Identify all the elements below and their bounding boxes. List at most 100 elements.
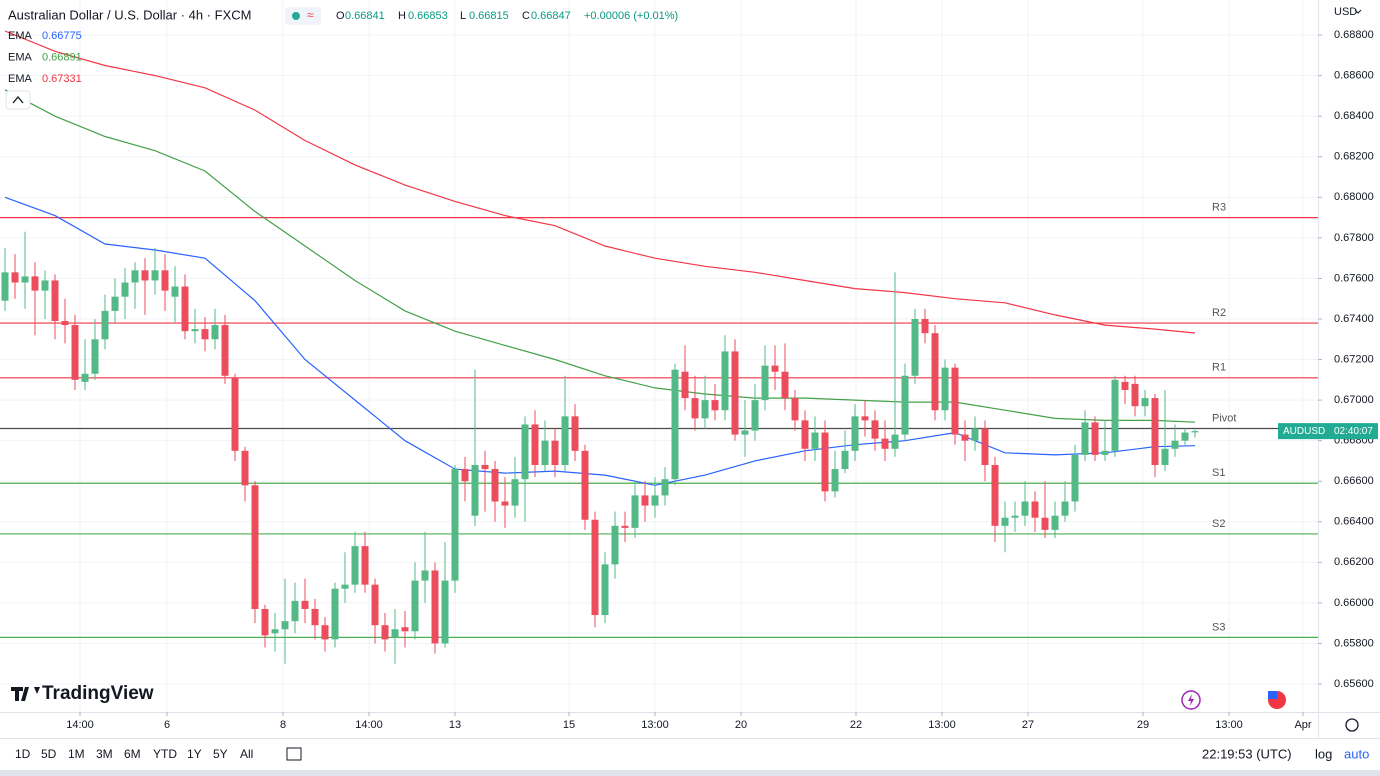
candle-body (361, 546, 369, 585)
legend-value: 0.67331 (42, 73, 82, 85)
candle-body (381, 625, 389, 640)
candle-body (271, 629, 279, 634)
ohlc-value: 0.66815 (469, 10, 509, 22)
y-tick-label: 0.68800 (1334, 29, 1374, 41)
y-tick-label: 0.66000 (1334, 597, 1374, 609)
candle-body (301, 600, 309, 609)
y-tick-label: 0.66200 (1334, 556, 1374, 568)
x-tick-label: 29 (1137, 719, 1149, 731)
candle-body (171, 286, 179, 297)
candle-body (1151, 398, 1159, 466)
level-label: S1 (1212, 467, 1225, 479)
candle-body (851, 416, 859, 451)
x-tick-label: 13:00 (928, 719, 956, 731)
x-tick-label: 13:00 (641, 719, 669, 731)
candle-body (751, 400, 759, 431)
log-toggle[interactable]: log (1315, 746, 1332, 761)
candle-body (1081, 422, 1089, 455)
candle-body (551, 440, 559, 466)
candle-body (801, 420, 809, 449)
ohlc-value: 0.66847 (531, 10, 571, 22)
candle-body (651, 495, 659, 506)
x-tick-label: 22 (850, 719, 862, 731)
candle-body (1131, 383, 1139, 407)
level-label: S2 (1212, 518, 1225, 530)
collapse-icon (12, 95, 24, 104)
wave-icon: ≈ (307, 8, 314, 22)
candle-body (71, 325, 79, 380)
candle-body (401, 627, 409, 632)
range-button[interactable]: All (240, 747, 253, 761)
candle-body (941, 367, 949, 411)
candle-body (151, 270, 159, 281)
y-tick-label: 0.67000 (1334, 394, 1374, 406)
candle-body (921, 318, 929, 334)
candle-body (611, 525, 619, 565)
range-button[interactable]: 1D (15, 747, 31, 761)
ohlc-readout: O 0.66841 H 0.66853 L 0.66815 C 0.66847 +0.00006… (336, 10, 678, 22)
y-tick-label: 0.65800 (1334, 637, 1374, 649)
settings-icon[interactable] (1345, 718, 1359, 732)
candle-body (831, 469, 839, 492)
candle-body (781, 371, 789, 399)
candle-body (81, 373, 89, 382)
range-button[interactable]: 5Y (213, 747, 228, 761)
ohlc-value: 0.66853 (408, 10, 448, 22)
candle-body (1071, 454, 1079, 502)
candle-body (861, 416, 869, 421)
range-button[interactable]: 5D (41, 747, 57, 761)
candle-body (971, 428, 979, 441)
ema-lines (4, 30, 1196, 486)
y-tick-label: 0.65600 (1334, 678, 1374, 690)
candle-body (291, 600, 299, 622)
compare-icon[interactable] (286, 747, 302, 761)
legend-value: 0.66775 (42, 30, 82, 42)
candle-body (901, 375, 909, 435)
candle-body (661, 479, 669, 496)
range-button[interactable]: 1M (68, 747, 85, 761)
candle-body (321, 625, 329, 640)
candle-body (161, 270, 169, 291)
candle-body (931, 333, 939, 411)
grid (0, 0, 1318, 712)
ohlc-label: H (398, 10, 406, 22)
candle-body (641, 495, 649, 506)
candle-body (91, 339, 99, 374)
range-button[interactable]: 6M (124, 747, 141, 761)
range-button[interactable]: YTD (153, 747, 177, 761)
candle-body (771, 365, 779, 372)
candle-body (391, 629, 399, 638)
pivot-levels: R3 R2 R1 Pivot S1 S2 S3 (0, 202, 1318, 638)
candle-body (561, 416, 569, 466)
candle-body (711, 400, 719, 411)
x-tick-label: 8 (280, 719, 286, 731)
legend-value: 0.66891 (42, 51, 82, 63)
candle-body (111, 296, 119, 311)
candle-body (131, 270, 139, 283)
candle-body (1111, 379, 1119, 451)
candle-body (311, 608, 319, 626)
y-tick-label: 0.66400 (1334, 516, 1374, 528)
range-button[interactable]: 3M (96, 747, 113, 761)
lightning (1188, 694, 1194, 706)
price-tag (1278, 423, 1378, 440)
candle-body (1051, 515, 1059, 530)
auto-toggle[interactable]: auto (1344, 746, 1369, 761)
candles (1, 231, 1199, 664)
candle-body (741, 430, 749, 435)
candle-body (21, 276, 29, 283)
candle-body (961, 434, 969, 441)
collapse-button[interactable] (5, 90, 31, 110)
level-label: R2 (1212, 307, 1226, 319)
candle-body (491, 469, 499, 502)
currency-caret (1354, 9, 1362, 14)
currency[interactable]: USD (1334, 6, 1357, 18)
legend-name: EMA (8, 73, 33, 85)
indicator-badge[interactable] (285, 7, 321, 25)
x-tick-label: Apr (1294, 719, 1311, 731)
candle-body (181, 286, 189, 332)
legend-name: EMA (8, 51, 33, 63)
candle-body (471, 465, 479, 516)
range-button[interactable]: 1Y (187, 747, 202, 761)
